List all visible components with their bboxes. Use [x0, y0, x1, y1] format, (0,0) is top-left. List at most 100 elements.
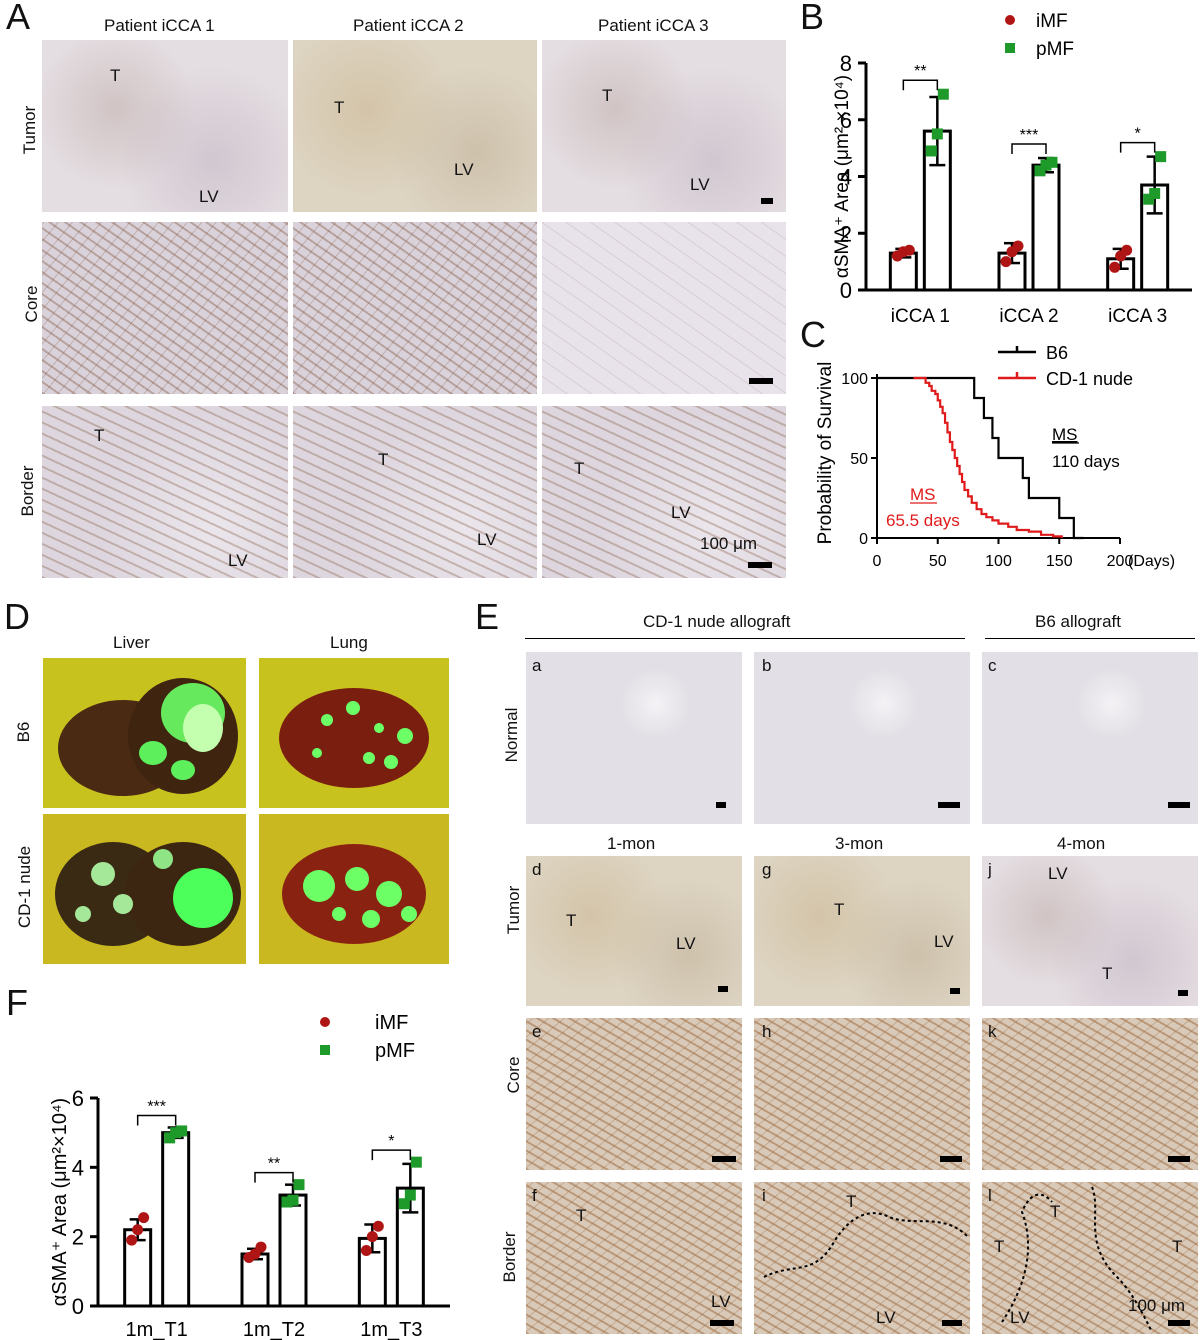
- panel-a-row-title-border: Border: [18, 465, 37, 517]
- legend-label-pMF: pMF: [1036, 39, 1074, 60]
- point-iMF: [255, 1241, 267, 1253]
- category-label: 1m_T1: [126, 1319, 188, 1340]
- panel-a-border-3: T LV 100 μm: [542, 406, 786, 578]
- point-pMF: [170, 1127, 182, 1139]
- point-iMF: [1000, 256, 1012, 268]
- point-pMF: [1046, 156, 1058, 168]
- y-tick-label: 2: [72, 1225, 84, 1250]
- panel-d-col-title-lung: Lung: [330, 633, 368, 652]
- panel-a-tumor-2: T LV: [293, 40, 537, 212]
- panel-a-col-title-1: Patient iCCA 1: [104, 16, 215, 35]
- significance-bracket: [1011, 143, 1047, 155]
- point-iMF: [360, 1245, 372, 1257]
- y-tick-label: 0: [72, 1294, 84, 1319]
- y-tick-label: 0: [859, 531, 868, 548]
- scale-bar: [761, 198, 773, 204]
- y-tick-label: 0: [840, 278, 852, 303]
- legend-marker-pMF: [320, 1045, 330, 1055]
- y-tick-label: 2: [840, 221, 852, 246]
- point-pMF: [281, 1196, 293, 1208]
- legend-label-CD-1-nude: CD-1 nude: [1046, 369, 1133, 389]
- x-axis-label: (Days): [1128, 553, 1175, 570]
- significance-bracket: [136, 1114, 177, 1126]
- point-pMF: [925, 145, 937, 157]
- panel-e-tile-c: c: [982, 652, 1198, 824]
- legend-marker-pMF: [1005, 43, 1015, 53]
- point-pMF: [164, 1132, 176, 1144]
- y-tick-label: 50: [850, 451, 868, 468]
- scale-bar: [748, 562, 772, 568]
- point-pMF: [293, 1179, 305, 1191]
- point-pMF: [937, 88, 949, 100]
- organ-photo-b6-lung: [259, 658, 449, 808]
- panel-e-row-title-border: Border: [500, 1231, 519, 1283]
- panel-e-tile-d: d T LV: [526, 856, 742, 1006]
- panel-e-tile-f: f T LV: [526, 1182, 742, 1334]
- y-tick-label: 4: [840, 165, 852, 190]
- panel-e-tile-e: e: [526, 1018, 742, 1170]
- significance-bracket: [254, 1171, 294, 1183]
- ms-b6-title: MS: [1052, 425, 1078, 444]
- legend-marker-iMF: [320, 1017, 330, 1027]
- point-iMF: [1012, 240, 1024, 252]
- category-label: iCCA 1: [891, 306, 950, 327]
- panel-c-chart: 0 50 100 0 50 100 150 200(Days) Probability of S…: [815, 343, 1175, 570]
- significance-label: *: [1135, 126, 1141, 143]
- point-pMF: [176, 1125, 188, 1137]
- point-iMF: [126, 1234, 138, 1246]
- panel-e-row-title-normal: Normal: [502, 707, 521, 763]
- bar-pMF: [161, 1131, 191, 1308]
- significance-label: *: [388, 1133, 394, 1150]
- panel-a-row-title-core: Core: [22, 285, 41, 323]
- panel-d-col-title-liver: Liver: [113, 633, 150, 652]
- y-tick-label: 8: [840, 51, 852, 76]
- panel-letter-f: F: [6, 982, 28, 1023]
- panel-e-tile-g: g T LV: [754, 856, 970, 1006]
- legend-marker-B6: [998, 346, 1036, 354]
- point-pMF: [931, 128, 943, 140]
- panel-letter-b: B: [800, 0, 825, 37]
- panel-e-tile-b: b: [754, 652, 970, 824]
- survival-curve-CD-1 nude: [913, 376, 1063, 538]
- panel-letter-c: C: [800, 314, 826, 355]
- y-tick-label: 6: [840, 108, 852, 133]
- legend-marker-CD-1-nude: [998, 372, 1036, 380]
- x-tick-label: 0: [873, 553, 882, 570]
- panel-a-col-title-2: Patient iCCA 2: [353, 16, 464, 35]
- x-tick-label: 200: [1107, 553, 1134, 570]
- ms-nude-value: 65.5 days: [886, 511, 960, 530]
- ms-b6-value: 110 days: [1052, 452, 1120, 471]
- panel-a-tumor-3: T LV: [542, 40, 786, 212]
- point-pMF: [1143, 193, 1155, 205]
- y-tick-label: 4: [72, 1155, 84, 1180]
- point-iMF: [366, 1231, 378, 1243]
- category-label: iCCA 3: [1108, 306, 1167, 327]
- panel-e-tile-k: k: [982, 1018, 1198, 1170]
- significance-bracket: [371, 1149, 412, 1161]
- panel-e-row-title-tumor: Tumor: [504, 885, 523, 935]
- panel-e-tile-i: i T LV: [754, 1182, 970, 1334]
- category-label: 1m_T3: [360, 1319, 422, 1340]
- panel-d-row-title-b6: B6: [14, 721, 33, 743]
- panel-e-tile-h: h: [754, 1018, 970, 1170]
- point-iMF: [1121, 244, 1133, 256]
- y-tick-label: 100: [841, 371, 868, 388]
- point-pMF: [1040, 159, 1052, 171]
- y-axis-label: αSMA⁺ Area (μm²×10⁴): [49, 1098, 71, 1306]
- category-label: 1m_T2: [243, 1319, 305, 1340]
- x-tick-label: 150: [1046, 553, 1073, 570]
- y-tick-label: 6: [72, 1086, 84, 1111]
- significance-label: **: [268, 1156, 280, 1173]
- organ-photo-cd1-lung: [259, 814, 449, 964]
- point-iMF: [132, 1224, 144, 1236]
- panel-a-col-title-3: Patient iCCA 3: [598, 16, 709, 35]
- panel-letter-d: D: [4, 596, 30, 637]
- significance-label: ***: [147, 1098, 166, 1115]
- legend-label-iMF: iMF: [375, 1012, 408, 1034]
- panel-letter-a: A: [6, 0, 31, 37]
- legend-marker-iMF: [1005, 15, 1015, 25]
- panel-e-group-title-nude: CD-1 nude allograft: [643, 612, 791, 631]
- point-pMF: [1155, 151, 1167, 163]
- point-pMF: [1034, 165, 1046, 177]
